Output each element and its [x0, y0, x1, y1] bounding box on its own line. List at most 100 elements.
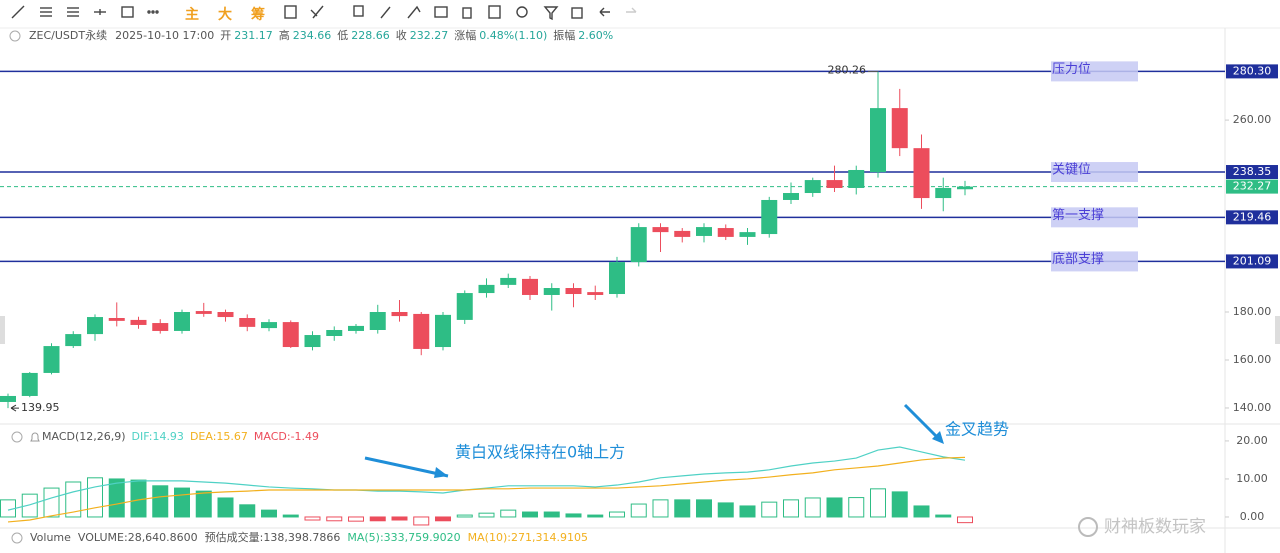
candle-body [43, 346, 60, 373]
collapse-icon[interactable] [11, 431, 23, 443]
candle-body [217, 312, 234, 318]
side-handle[interactable] [0, 316, 5, 344]
candle-body [239, 318, 256, 327]
macd-bar [435, 516, 451, 522]
collapse-icon[interactable] [9, 30, 21, 42]
y-tick-label: 0.00 [1240, 510, 1265, 523]
toolbar-icons[interactable] [11, 5, 637, 21]
candle-body [870, 108, 886, 173]
candle-body [957, 186, 973, 190]
candle-body [391, 312, 408, 317]
legend-entry: MACD:-1.49 [254, 430, 319, 443]
macd-bar [783, 499, 799, 518]
change-value: 0.48%(1.10) [479, 29, 547, 42]
y-tick-label: 160.00 [1233, 353, 1272, 366]
ohlc-value: 232.27 [410, 29, 449, 42]
candle-body [87, 317, 103, 335]
ohlc-value: 231.17 [234, 29, 273, 42]
candle-body [587, 292, 604, 295]
y-tick-label: 180.00 [1233, 305, 1272, 318]
macd-bar [391, 516, 408, 521]
annotation: 金叉趋势 [945, 420, 1009, 439]
candle-body [565, 288, 582, 295]
level-annotation-box [1051, 162, 1138, 183]
macd-bar [804, 497, 821, 518]
level-price-box [1226, 64, 1278, 79]
ohlc-value: 228.66 [351, 29, 390, 42]
macd-bar [609, 511, 625, 518]
watermark-icon [1078, 517, 1098, 537]
toolbar-button[interactable]: 筹 [251, 6, 265, 23]
level-price: 280.30 [1233, 64, 1272, 77]
candle-body [456, 293, 473, 320]
macd-bar [43, 487, 60, 518]
collapse-icon[interactable] [11, 532, 23, 544]
macd-bar [630, 503, 647, 518]
volume-legend-item: Volume [30, 531, 71, 544]
indicator-legend: MACD(12,26,9) DIF:14.93 DEA:15.67 MACD:-1.4… [42, 430, 319, 443]
volume-legend-item: MA(5):333,759.9020 [347, 531, 460, 544]
candle-body [282, 322, 299, 348]
level-annotation: 关键位 [1052, 163, 1091, 178]
side-handle[interactable] [1275, 316, 1280, 344]
macd-bar [761, 501, 778, 518]
candle-body [369, 312, 386, 330]
toolbar-button[interactable]: 主 [185, 6, 199, 23]
candle-body [783, 193, 799, 200]
candle-body [848, 169, 865, 188]
macd-bar [522, 511, 538, 518]
level-price: 238.35 [1233, 165, 1272, 178]
macd-bar [826, 497, 843, 518]
macd-bar [565, 513, 582, 518]
candle-body [435, 314, 451, 348]
candle-body [195, 311, 212, 314]
candle-body [500, 277, 517, 285]
y-tick-label: 20.00 [1236, 434, 1268, 447]
macd-bar [87, 477, 103, 518]
indicator-title: MACD(12,26,9) [42, 430, 126, 443]
macd-bar [304, 516, 321, 521]
candle-body [696, 227, 712, 236]
candle-body [108, 318, 125, 321]
watermark: 财神板数玩家 [1104, 517, 1206, 537]
candle-body [935, 187, 952, 199]
toolbar-button[interactable]: 大 [218, 6, 232, 23]
candle-body [304, 335, 321, 348]
time: 2025-10-10 17:00 [115, 29, 214, 42]
level-annotation: 压力位 [1052, 62, 1091, 77]
macd-bar [261, 509, 277, 518]
macd-bar [369, 516, 386, 522]
ohlc-label: 低 [337, 29, 348, 42]
macd-bar [848, 497, 865, 518]
macd-bar [674, 499, 691, 518]
macd-bar [21, 493, 38, 518]
macd-bar [913, 505, 930, 518]
candle-body [152, 323, 169, 331]
level-annotation-box [1051, 61, 1138, 82]
macd-bar [413, 516, 430, 526]
current-price-box [1226, 179, 1278, 194]
low-marker-arrow [10, 404, 19, 412]
legend-entry: DEA:15.67 [190, 430, 248, 443]
macd-bar [696, 499, 712, 518]
macd-line [7, 456, 966, 523]
candle-body [348, 325, 364, 331]
macd-bar [891, 491, 908, 518]
macd-bar [500, 509, 517, 518]
candle-body [804, 180, 821, 194]
candle-body [739, 232, 756, 237]
candle-body [21, 372, 38, 396]
volume-legend: Volume VOLUME:28,640.8600 预估成交量:138,398.78… [30, 530, 588, 544]
level-annotation-box [1051, 251, 1138, 272]
amplitude-value: 2.60% [578, 29, 613, 42]
macd-bar [870, 488, 886, 518]
bell-icon [30, 432, 40, 442]
macd-bar [326, 516, 343, 522]
candle-body [891, 108, 908, 149]
candle-body [413, 313, 430, 349]
macd-bar [717, 502, 734, 518]
candle-body [130, 319, 147, 325]
candle-body [674, 230, 691, 237]
